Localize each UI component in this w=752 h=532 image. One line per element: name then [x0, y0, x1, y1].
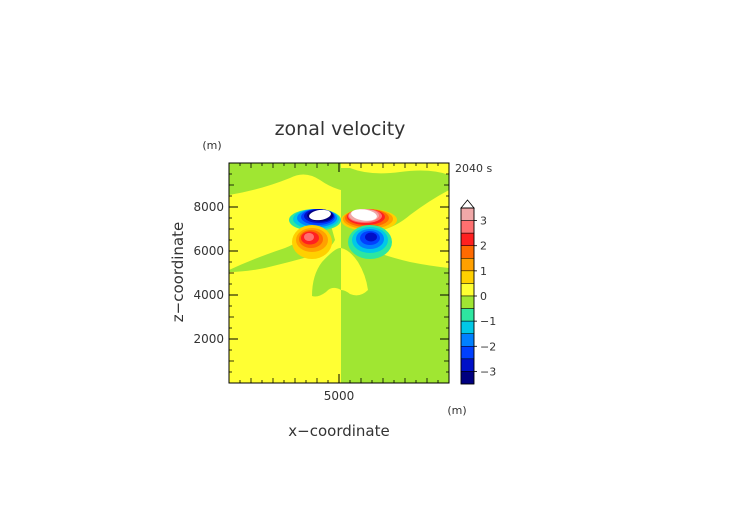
time-label: 2040 s	[455, 162, 492, 175]
x-tick-label: 5000	[324, 389, 355, 403]
x-ticks: 5000	[239, 163, 439, 403]
colorbar-level	[460, 207, 475, 221]
y-unit-label: (m)	[202, 139, 221, 152]
y-tick-label: 4000	[193, 288, 224, 302]
lower-positive-tongue	[341, 248, 368, 296]
colorbar-tick-label: −2	[480, 340, 496, 353]
colorbar-level	[460, 220, 475, 234]
colorbar-level	[460, 270, 475, 284]
lower-right-lobe	[348, 225, 392, 259]
lower-negative-tongue	[312, 248, 341, 297]
colorbar-level	[460, 245, 475, 259]
colorbar-level	[460, 371, 475, 385]
colorbar: 3 2 1 0 −1 −2 −3	[460, 199, 496, 385]
y-tick-label: 6000	[193, 244, 224, 258]
top-positive-strip	[341, 163, 449, 175]
left-negative-region	[229, 222, 335, 272]
colorbar-tick-label: 0	[480, 290, 487, 303]
y-tick-label: 2000	[193, 332, 224, 346]
colorbar-level	[460, 232, 475, 246]
chart-title: zonal velocity	[275, 118, 406, 140]
colorbar-tick-label: −3	[480, 365, 496, 378]
x-unit-label: (m)	[447, 404, 466, 417]
colorbar-overflow-arrow	[460, 199, 475, 209]
colorbar-tick-label: 3	[480, 215, 487, 228]
upper-left-jet	[289, 209, 341, 231]
colorbar-level	[460, 258, 475, 272]
y-axis-label: z−coordinate	[169, 222, 187, 322]
colorbar-level	[460, 320, 475, 334]
colorbar-level	[460, 358, 475, 372]
colorbar-tick-label: 1	[480, 265, 487, 278]
colorbar-level	[460, 283, 475, 297]
colorbar-level	[460, 308, 475, 322]
upper-right-jet	[341, 209, 397, 231]
y-tick-label: 8000	[193, 200, 224, 214]
x-axis-label: x−coordinate	[288, 422, 389, 440]
colorbar-level	[460, 333, 475, 347]
y-ticks: 2000 4000 6000 8000	[193, 173, 449, 373]
colorbar-level	[460, 295, 475, 309]
colorbar-tick-label: 2	[480, 240, 487, 253]
colorbar-level	[460, 346, 475, 360]
lower-left-lobe	[292, 225, 332, 259]
colorbar-tick-label: −1	[480, 315, 496, 328]
